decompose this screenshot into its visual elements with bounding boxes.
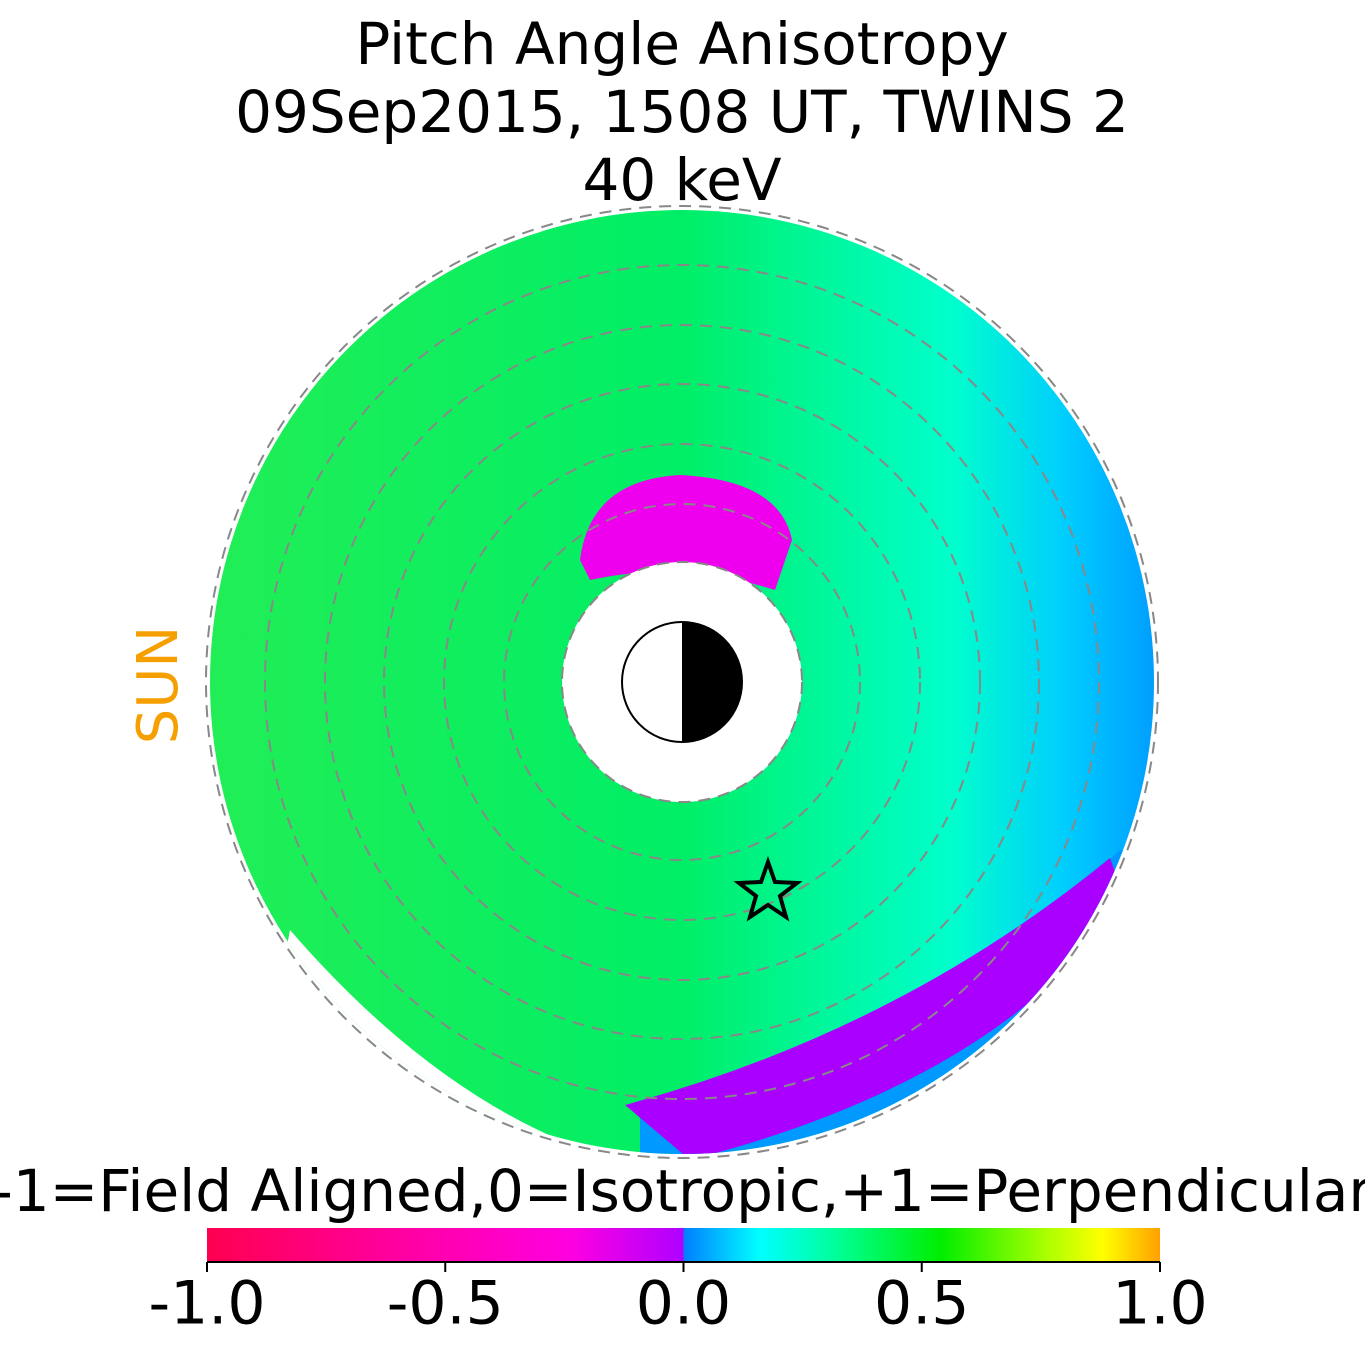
colorbar [207, 1228, 1160, 1262]
sun-label: SUN [126, 626, 191, 744]
anisotropy-patch [580, 475, 792, 590]
colorbar-tick-label: -0.5 [387, 1269, 504, 1339]
distance-rings [205, 205, 1159, 1159]
colorbar-tick-label: 1.0 [1112, 1269, 1207, 1339]
colorbar-tick-label: -1.0 [148, 1269, 265, 1339]
colorbar-label: -1=Field Aligned,0=Isotropic,+1=Perpendi… [0, 1157, 1365, 1225]
title-line: 09Sep2015, 1508 UT, TWINS 2 [235, 78, 1129, 146]
title-line: 40 keV [582, 146, 781, 214]
star-marker [733, 855, 803, 922]
earth-night [682, 622, 742, 742]
anisotropy-map [210, 210, 1154, 1154]
title-line: Pitch Angle Anisotropy [355, 10, 1008, 78]
colorbar-tick-label: 0.0 [636, 1269, 731, 1339]
colorbar-tick-label: 0.5 [874, 1269, 969, 1339]
